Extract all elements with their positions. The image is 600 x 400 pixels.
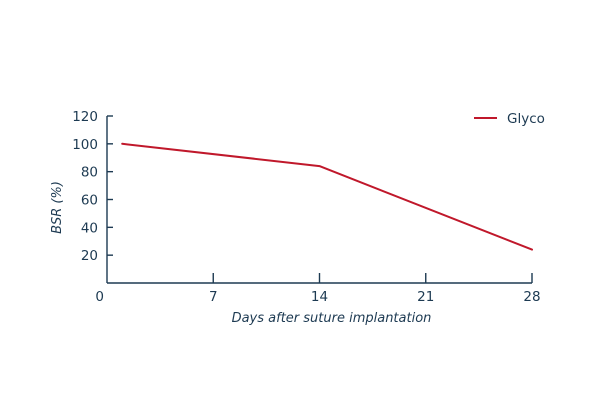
y-tick-label: 100	[72, 137, 98, 153]
x-axis-ticks: 0 7 14 21 28	[95, 273, 541, 305]
x-tick-label: 21	[417, 289, 434, 305]
y-tick-label: 40	[81, 220, 98, 236]
y-tick-label: 80	[81, 165, 98, 181]
x-axis-title: Days after suture implantation	[232, 311, 432, 326]
x-tick-label: 14	[311, 289, 328, 305]
x-tick-label: 28	[523, 289, 540, 305]
y-axis-ticks: 20 40 60 80 100 120	[72, 109, 113, 264]
y-tick-label: 20	[81, 248, 98, 264]
legend: Glyco	[474, 111, 545, 127]
legend-label-glyco: Glyco	[507, 111, 545, 127]
axes	[106, 116, 532, 284]
x-tick-label: 0	[95, 289, 104, 305]
y-axis-title: BSR (%)	[50, 181, 65, 234]
series-layer	[121, 142, 533, 251]
y-tick-label: 120	[72, 109, 98, 125]
x-tick-label: 7	[209, 289, 218, 305]
series-line-glyco	[121, 142, 533, 251]
y-tick-label: 60	[81, 193, 98, 209]
